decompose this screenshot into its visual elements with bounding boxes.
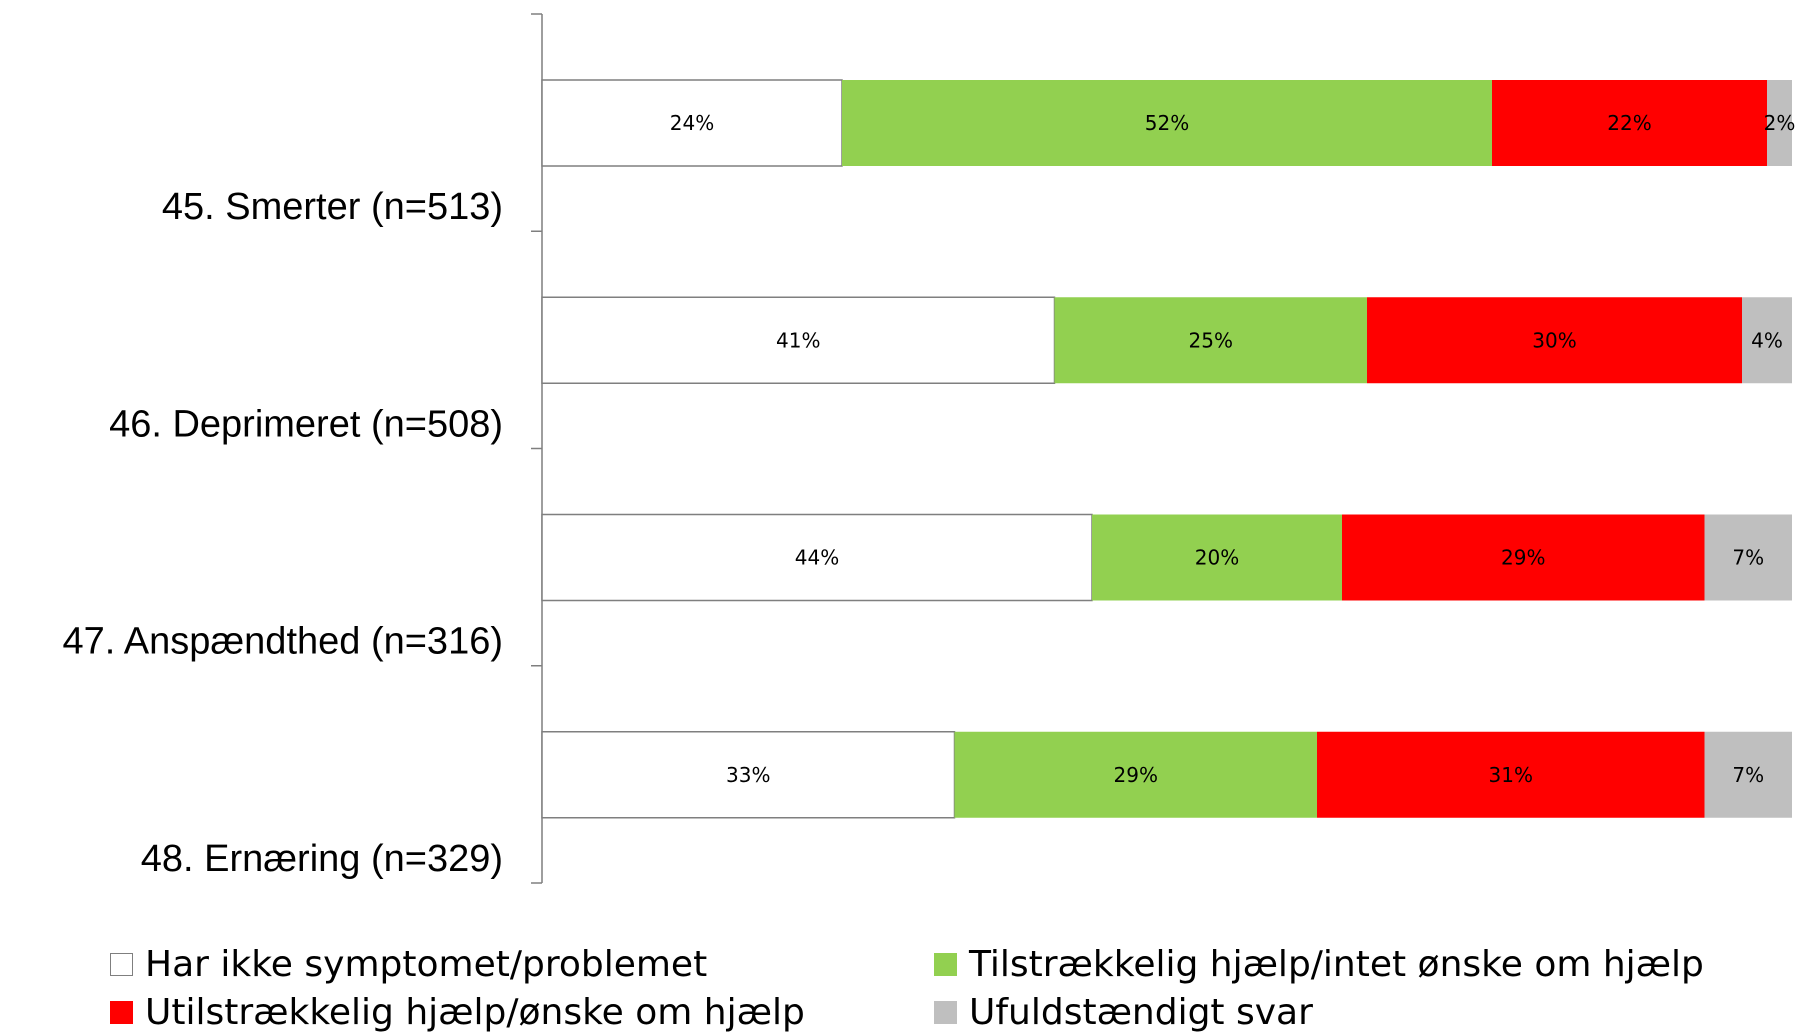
- data-label: 2%: [1764, 111, 1796, 135]
- category-label: 48. Ernæring (n=329): [141, 838, 503, 880]
- data-label: 24%: [670, 111, 714, 135]
- data-label: 44%: [795, 546, 839, 570]
- data-label: 7%: [1732, 763, 1764, 787]
- data-label: 7%: [1732, 546, 1764, 570]
- legend-item-insufficient-help: Utilstrækkelig hjælp/ønske om hjælp: [110, 988, 805, 1036]
- data-label: 22%: [1607, 111, 1651, 135]
- legend-swatch-white: [110, 953, 133, 976]
- category-label: 45. Smerter (n=513): [162, 186, 503, 228]
- legend-label: Har ikke symptomet/problemet: [145, 944, 707, 985]
- legend-item-incomplete-answer: Ufuldstændigt svar: [934, 988, 1313, 1036]
- data-label: 29%: [1114, 763, 1158, 787]
- category-labels: 45. Smerter (n=513) 46. Deprimeret (n=508…: [62, 186, 503, 880]
- category-label: 47. Anspændthed (n=316): [62, 621, 503, 663]
- data-label: 29%: [1501, 546, 1545, 570]
- legend-item-sufficient-help: Tilstrækkelig hjælp/intet ønske om hjælp: [934, 940, 1704, 988]
- legend-label: Tilstrækkelig hjælp/intet ønske om hjælp: [969, 944, 1704, 985]
- data-label: 30%: [1532, 328, 1576, 352]
- legend-swatch-green: [934, 953, 957, 976]
- legend: Har ikke symptomet/problemet Tilstrækkel…: [110, 940, 1750, 1034]
- data-label: 25%: [1189, 328, 1233, 352]
- legend-swatch-gray: [934, 1001, 957, 1024]
- legend-item-no-symptom: Har ikke symptomet/problemet: [110, 940, 707, 988]
- stacked-bar-chart: 24% 52% 22% 2% 41% 25% 30% 4% 44% 20% 29% 7% 33% 29% 3…: [0, 0, 1798, 940]
- data-label: 33%: [726, 763, 770, 787]
- data-label: 41%: [776, 328, 820, 352]
- data-label: 4%: [1751, 328, 1783, 352]
- legend-label: Utilstrækkelig hjælp/ønske om hjælp: [145, 992, 805, 1033]
- legend-label: Ufuldstændigt svar: [969, 992, 1313, 1033]
- data-label: 52%: [1145, 111, 1189, 135]
- legend-swatch-red: [110, 1001, 133, 1024]
- bar-segments: [542, 80, 1792, 818]
- data-labels: 24% 52% 22% 2% 41% 25% 30% 4% 44% 20% 29% 7% 33% 29% 3…: [670, 111, 1796, 787]
- category-axis: [531, 14, 542, 883]
- category-label: 46. Deprimeret (n=508): [109, 403, 503, 445]
- data-label: 20%: [1195, 546, 1239, 570]
- data-label: 31%: [1489, 763, 1533, 787]
